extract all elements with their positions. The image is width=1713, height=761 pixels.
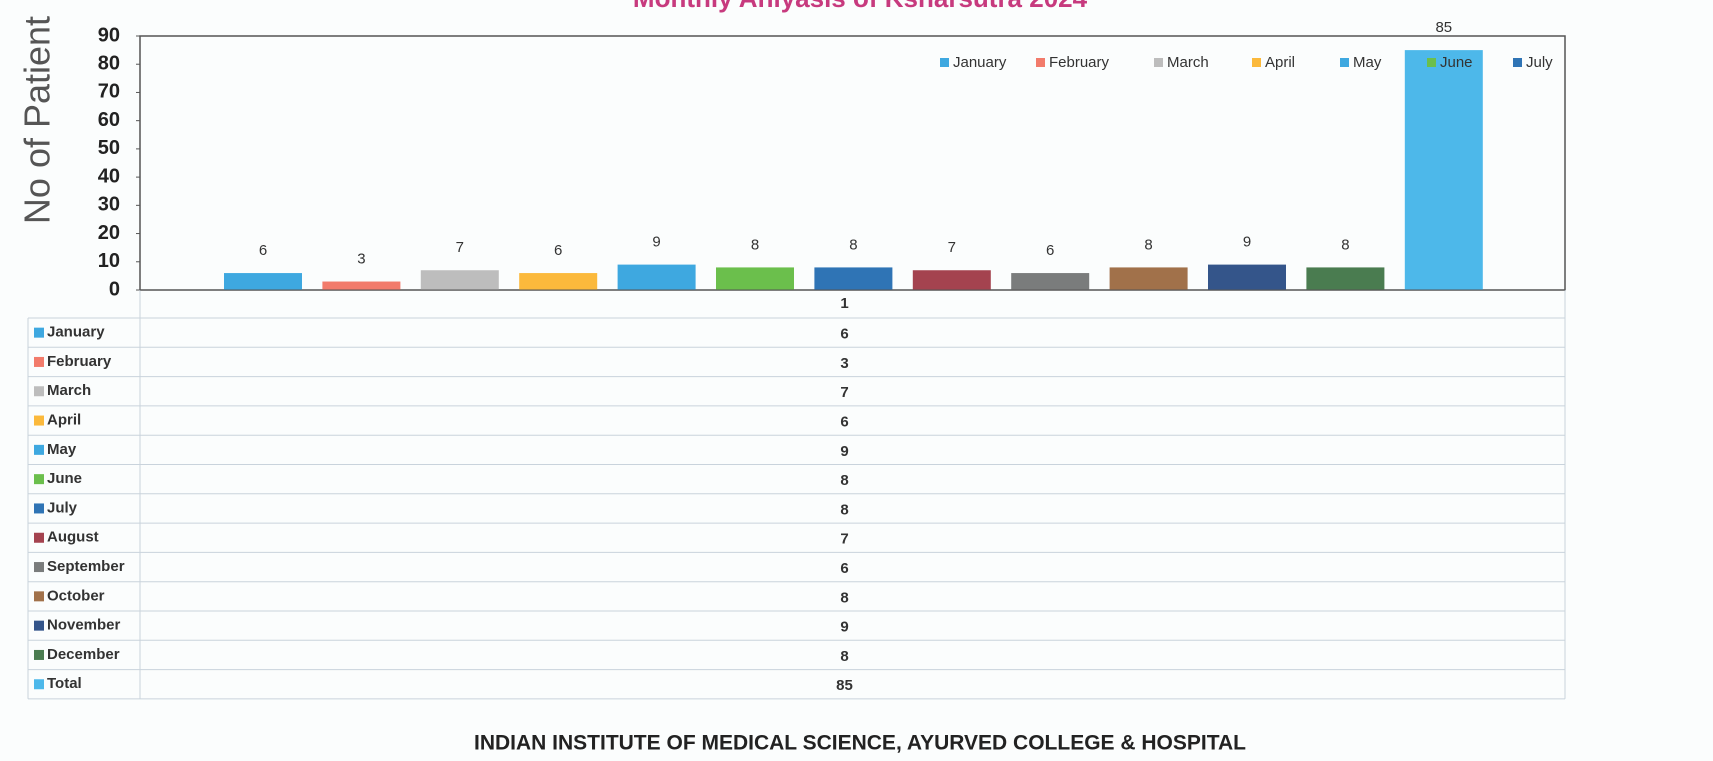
- bar: [1011, 273, 1090, 290]
- y-tick-label: 90: [98, 24, 120, 46]
- data-label: 7: [948, 239, 956, 256]
- data-label: 8: [1144, 236, 1152, 253]
- category-label: 1: [840, 295, 848, 312]
- legend-label: April: [1265, 54, 1295, 71]
- table-row-label: March: [47, 382, 91, 399]
- y-tick-label: 40: [98, 165, 120, 187]
- table-row-label: August: [47, 529, 99, 546]
- legend-label: March: [1167, 54, 1209, 71]
- bar: [814, 267, 893, 290]
- footer: INDIAN INSTITUTE OF MEDICAL SCIENCE, AYU…: [474, 732, 1246, 755]
- legend-label: May: [1353, 54, 1382, 71]
- table-key: [34, 327, 44, 338]
- legend-label: June: [1440, 54, 1473, 71]
- chart-title: Monthly Anlyasis of Ksharsutra 2024: [633, 0, 1088, 13]
- table-key: [34, 649, 44, 660]
- data-label: 85: [1435, 19, 1452, 36]
- bar: [322, 281, 401, 290]
- table-row-label: September: [47, 558, 125, 575]
- bar: [617, 264, 696, 290]
- table-value: 8: [840, 648, 848, 665]
- table-value: 6: [840, 326, 848, 343]
- table-value: 6: [840, 560, 848, 577]
- y-tick-label: 70: [98, 81, 120, 103]
- bar: [519, 273, 598, 290]
- data-label: 6: [554, 242, 562, 259]
- legend-key: [1252, 58, 1261, 67]
- table-key: [34, 415, 44, 426]
- data-label: 9: [1243, 234, 1251, 251]
- table-row-label: December: [47, 646, 120, 663]
- table-value: 8: [840, 589, 848, 606]
- bar: [1208, 264, 1286, 290]
- data-label: 8: [751, 236, 759, 253]
- table-row-label: May: [47, 441, 77, 458]
- legend-label: July: [1526, 54, 1553, 71]
- table-key: [34, 474, 44, 485]
- table-value: 8: [840, 501, 848, 518]
- table-value: 6: [840, 414, 848, 431]
- table-row-label: July: [47, 499, 78, 516]
- table-row-label: October: [47, 587, 105, 604]
- table-key: [34, 386, 44, 397]
- data-label: 6: [259, 242, 267, 259]
- legend-label: February: [1049, 54, 1110, 71]
- bar: [224, 273, 302, 290]
- table-value: 7: [840, 531, 848, 548]
- table-value: 8: [840, 472, 848, 489]
- legend-key: [1340, 58, 1349, 67]
- y-tick-label: 80: [98, 53, 120, 75]
- legend-key: [1427, 58, 1436, 67]
- data-label: 7: [456, 239, 464, 256]
- table-key: [34, 532, 44, 543]
- table-row-label: January: [47, 324, 105, 341]
- table-key: [34, 591, 44, 602]
- table-row-label: November: [47, 617, 121, 634]
- y-tick-label: 0: [109, 278, 120, 300]
- bar: [420, 270, 499, 290]
- y-tick-label: 20: [98, 222, 120, 244]
- legend-key: [940, 58, 949, 67]
- legend-key: [1036, 58, 1045, 67]
- table-value: 9: [840, 443, 848, 460]
- table-value: 85: [836, 677, 853, 694]
- table-value: 7: [840, 384, 848, 401]
- y-axis-label: No of Patient: [17, 16, 58, 224]
- table-value: 3: [840, 355, 848, 372]
- table-key: [34, 679, 44, 690]
- table-key: [34, 562, 44, 573]
- y-tick-label: 50: [98, 137, 120, 159]
- data-label: 8: [849, 236, 857, 253]
- bar: [1109, 267, 1188, 290]
- table-value: 9: [840, 619, 848, 636]
- data-label: 9: [652, 234, 660, 251]
- y-tick-label: 60: [98, 109, 120, 131]
- table-row-label: June: [47, 470, 82, 487]
- y-tick-label: 30: [98, 194, 120, 216]
- table-row-label: Total: [47, 675, 82, 692]
- data-label: 3: [357, 251, 365, 268]
- data-label: 6: [1046, 242, 1054, 259]
- data-label: 8: [1341, 236, 1349, 253]
- bar: [912, 270, 991, 290]
- y-tick-label: 10: [98, 250, 120, 272]
- legend-label: January: [953, 54, 1007, 71]
- table-key: [34, 503, 44, 514]
- bar: [716, 267, 794, 290]
- table-key: [34, 444, 44, 455]
- legend-key: [1154, 58, 1163, 67]
- bar: [1404, 50, 1483, 290]
- table-row-label: February: [47, 353, 112, 370]
- table-row-label: April: [47, 412, 81, 429]
- table-key: [34, 620, 44, 631]
- table-key: [34, 356, 44, 367]
- legend-key: [1513, 58, 1522, 67]
- bar: [1306, 267, 1385, 290]
